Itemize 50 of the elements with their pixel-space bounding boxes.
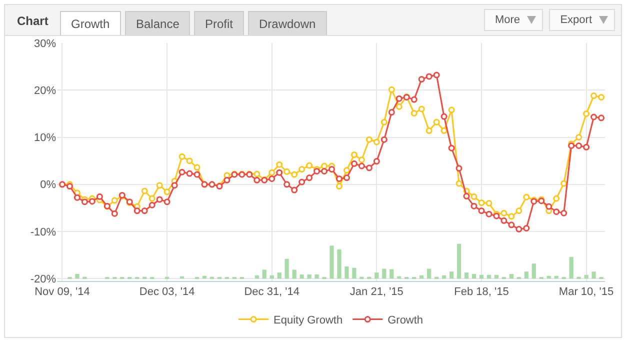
- text: More: [494, 14, 520, 26]
- bar: [337, 249, 342, 279]
- text: Growth: [60, 11, 121, 35]
- bar: [427, 268, 432, 279]
- bar: [374, 272, 379, 279]
- bar: [292, 270, 296, 279]
- text: Profit: [194, 11, 244, 35]
- bar: [486, 274, 492, 279]
- bar: [300, 274, 304, 279]
- bar: [75, 274, 80, 279]
- bar: [569, 256, 574, 279]
- bar: [592, 272, 596, 279]
- y-tick-label: 0%: [40, 179, 56, 192]
- bar: [524, 272, 528, 279]
- legend-label: Equity Growth: [274, 314, 343, 327]
- x-tick-label: Mar 10, '15: [558, 286, 614, 298]
- bar: [584, 274, 588, 279]
- bar: [284, 258, 289, 279]
- bar: [382, 268, 386, 279]
- bar: [262, 270, 266, 279]
- x-tick-label: Nov 09, '14: [34, 286, 90, 298]
- bar: [472, 274, 476, 279]
- text: Export: [560, 14, 592, 26]
- bar: [314, 274, 319, 279]
- chart-title: Chart: [17, 14, 48, 28]
- x-tick-label: Jan 21, '15: [350, 286, 404, 298]
- x-tick-label: Dec 31, '14: [244, 286, 300, 298]
- legend-label: Growth: [388, 314, 424, 327]
- bar: [449, 272, 454, 279]
- bar: [307, 274, 312, 279]
- bar: [390, 269, 394, 279]
- x-tick-label: Dec 03, '14: [139, 286, 195, 298]
- bar: [479, 274, 484, 279]
- bar: [532, 264, 536, 279]
- y-tick-label: 30%: [34, 38, 56, 50]
- bar: [352, 268, 356, 279]
- bar: [456, 244, 462, 279]
- bar: [344, 266, 349, 279]
- bar: [330, 246, 334, 279]
- bar: [277, 272, 282, 279]
- y-tick-label: 10%: [34, 132, 56, 144]
- y-tick-label: 20%: [34, 84, 56, 97]
- text: Drawdown: [248, 11, 327, 35]
- bar: [464, 272, 469, 279]
- y-tick-label: -10%: [30, 226, 56, 238]
- bar: [494, 274, 499, 279]
- x-tick-label: Feb 18, '15: [454, 286, 509, 298]
- y-tick-label: -20%: [30, 273, 56, 286]
- text: Balance: [125, 11, 190, 35]
- bar: [509, 274, 514, 279]
